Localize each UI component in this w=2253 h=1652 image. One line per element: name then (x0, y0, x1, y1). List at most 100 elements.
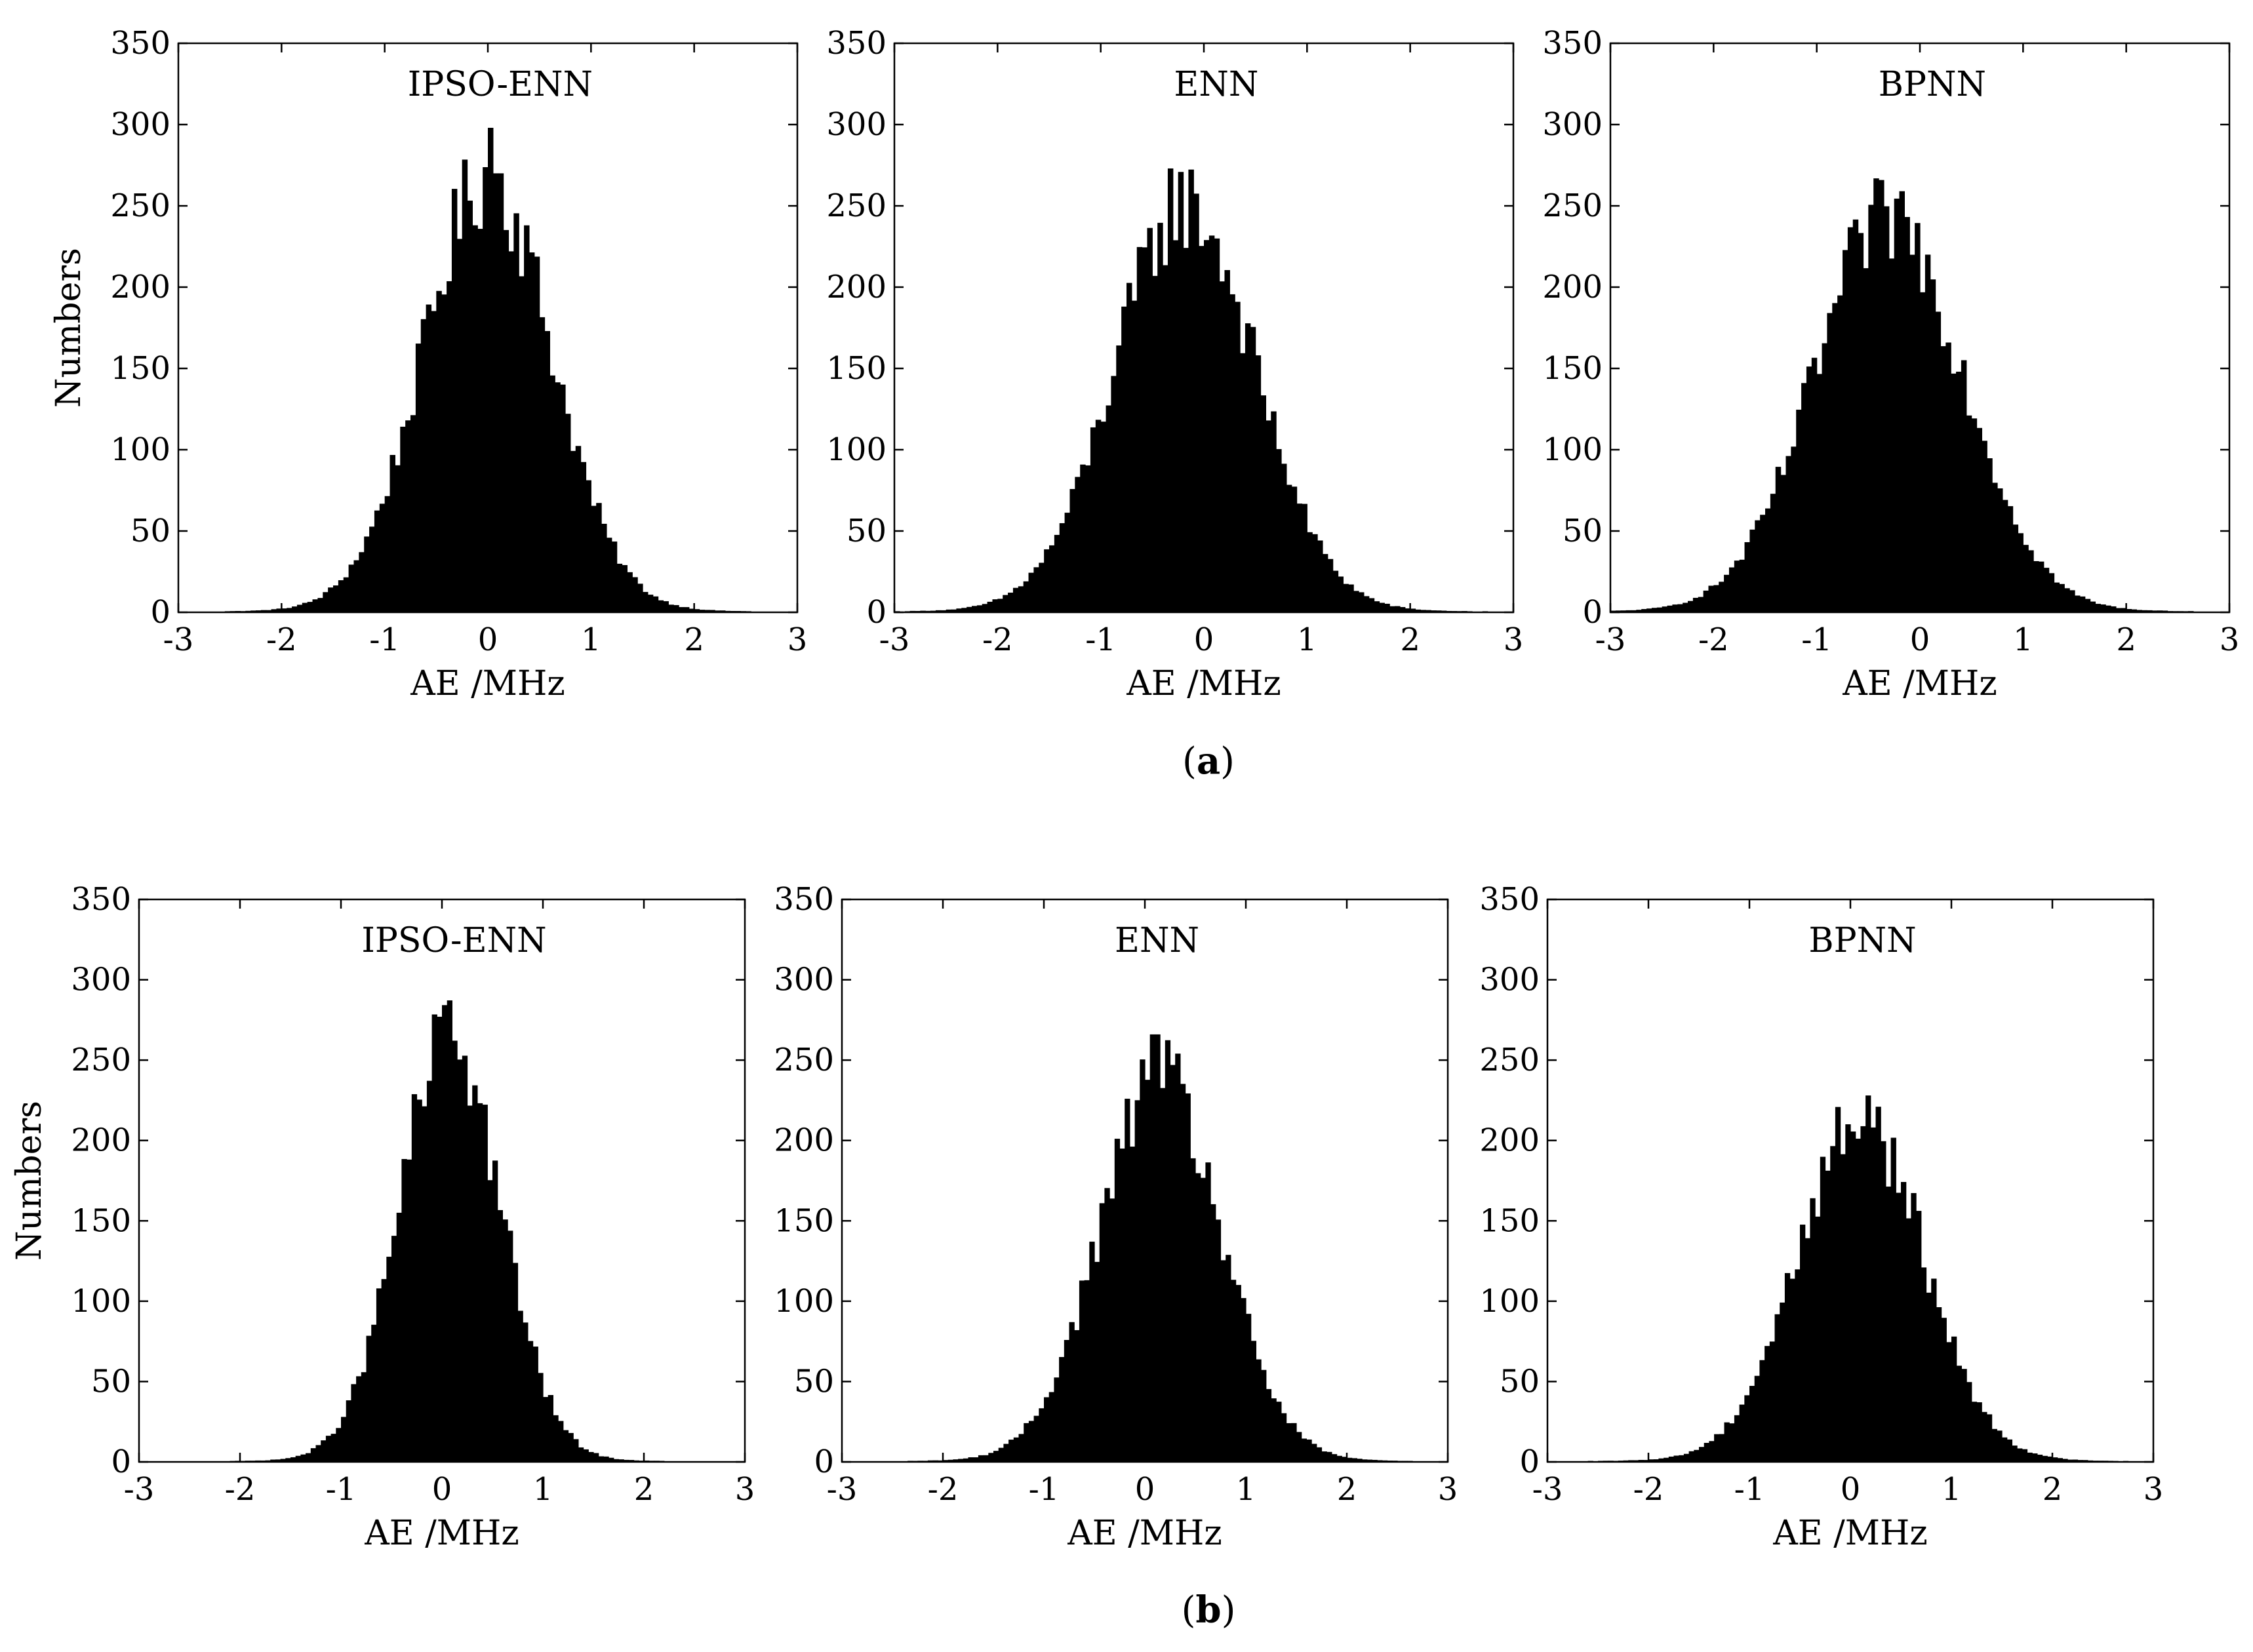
histogram-bar (1739, 559, 1745, 612)
x-tick-label: -1 (369, 621, 400, 658)
histogram-bars (1587, 1095, 2129, 1462)
histogram-bar (1136, 246, 1143, 612)
histogram-bar (1667, 605, 1673, 612)
histogram-bar (447, 281, 452, 612)
histogram-bar (1991, 1428, 1997, 1462)
histogram-bar (351, 1384, 357, 1462)
histogram-bar (637, 583, 643, 612)
histogram-bar (1744, 542, 1750, 612)
histogram-bar (565, 414, 571, 612)
histogram-bar (1926, 1292, 1932, 1462)
histogram-bar (1698, 597, 1704, 612)
x-tick-label: 3 (2143, 1471, 2164, 1508)
histogram-bar (935, 610, 942, 612)
histogram-bar (524, 225, 530, 612)
histogram-bar (1106, 405, 1111, 612)
histogram-bar (441, 294, 447, 612)
histogram-bar (1250, 326, 1256, 612)
histogram-bar (1775, 467, 1782, 612)
histogram-bar (544, 330, 550, 612)
histogram-bar (2069, 590, 2075, 612)
histogram-bar (1362, 1459, 1368, 1462)
histogram-bar (519, 276, 525, 612)
histogram-bar (338, 580, 344, 612)
histogram-bar (983, 1455, 989, 1462)
y-tick-label: 250 (110, 187, 170, 224)
histogram-bar (1312, 534, 1318, 612)
histogram-bar (1200, 1177, 1206, 1462)
histogram-bar (1830, 1146, 1836, 1462)
y-tick-label: 100 (774, 1283, 834, 1320)
y-tick-label: 150 (1542, 350, 1603, 387)
histogram-bar (508, 1230, 513, 1462)
histogram-bar (628, 1460, 635, 1462)
histogram-bar (1724, 574, 1730, 612)
histogram-bar (1271, 1398, 1277, 1462)
histogram-bar (477, 229, 483, 612)
histogram-bar (1840, 1154, 1846, 1462)
histogram-bars (229, 1000, 665, 1462)
histogram-bar (1784, 1272, 1791, 1462)
histogram-bar (1858, 233, 1864, 612)
y-axis-label: Numbers (49, 248, 89, 408)
histogram-bar (1193, 193, 1199, 612)
histogram-bar (618, 1459, 624, 1462)
y-tick-label: 250 (774, 1042, 834, 1078)
y-tick-label: 150 (826, 350, 887, 387)
histogram-bar (2162, 610, 2168, 612)
histogram-bar (523, 1322, 528, 1462)
histogram-bar (374, 510, 380, 612)
histogram-bar (487, 1180, 493, 1462)
histogram-bar (1109, 1198, 1115, 1462)
y-tick-label: 50 (130, 513, 170, 549)
histogram-bar (1868, 205, 1874, 612)
histogram-bar (1044, 1397, 1050, 1462)
histogram-bar (668, 604, 674, 612)
histogram-bar (2083, 1460, 2088, 1462)
histogram-bar (1961, 360, 1967, 612)
x-tick-label: -1 (1029, 1471, 1060, 1508)
histogram-bar (2079, 596, 2086, 612)
histogram-bar (973, 1457, 979, 1462)
x-tick-label: 0 (1135, 1471, 1155, 1508)
histogram-bar (343, 577, 349, 612)
histogram-bar (1121, 306, 1127, 612)
histogram-bar (1615, 610, 1622, 612)
histogram-bar (405, 420, 411, 612)
histogram-bar (947, 1459, 953, 1462)
histogram-bar (462, 1055, 468, 1462)
histogram-bar (694, 609, 700, 612)
histogram-bar (1348, 584, 1354, 612)
histogram-bar (1847, 227, 1854, 612)
histogram-bar (1863, 268, 1869, 613)
histogram-bar (1904, 216, 1910, 612)
histogram-bar (280, 1459, 286, 1462)
histogram-bar (1261, 1369, 1267, 1462)
histogram-bar (1961, 1369, 1967, 1462)
y-tick-label: 350 (774, 881, 834, 918)
histogram-bar (437, 1016, 443, 1462)
histogram-bar (1119, 1149, 1125, 1462)
x-tick-label: -2 (225, 1471, 256, 1508)
histogram-bar (683, 607, 690, 612)
y-tick-label: 150 (71, 1202, 131, 1239)
histogram-bar (1791, 446, 1797, 612)
histogram-bar (1992, 482, 1998, 612)
histogram-bar (386, 1257, 392, 1462)
histogram-bar (1219, 281, 1226, 612)
y-tick-label: 50 (794, 1363, 834, 1400)
histogram-bar (290, 1457, 296, 1462)
histogram-bar (1870, 1127, 1877, 1462)
histogram-bar (1951, 1336, 1957, 1462)
histogram-bar (1883, 206, 1890, 612)
histogram-bar (1982, 1411, 1987, 1462)
histogram-bar (295, 1455, 301, 1462)
histogram-bar (2072, 1459, 2079, 1462)
histogram-bar (601, 523, 607, 612)
y-tick-label: 150 (1479, 1202, 1540, 1239)
histogram-bar (1713, 585, 1719, 612)
histogram-bar (1152, 275, 1158, 612)
histogram-bar (1255, 355, 1262, 612)
x-tick-label: 1 (2013, 621, 2033, 658)
histogram-bar (2047, 1456, 2053, 1462)
